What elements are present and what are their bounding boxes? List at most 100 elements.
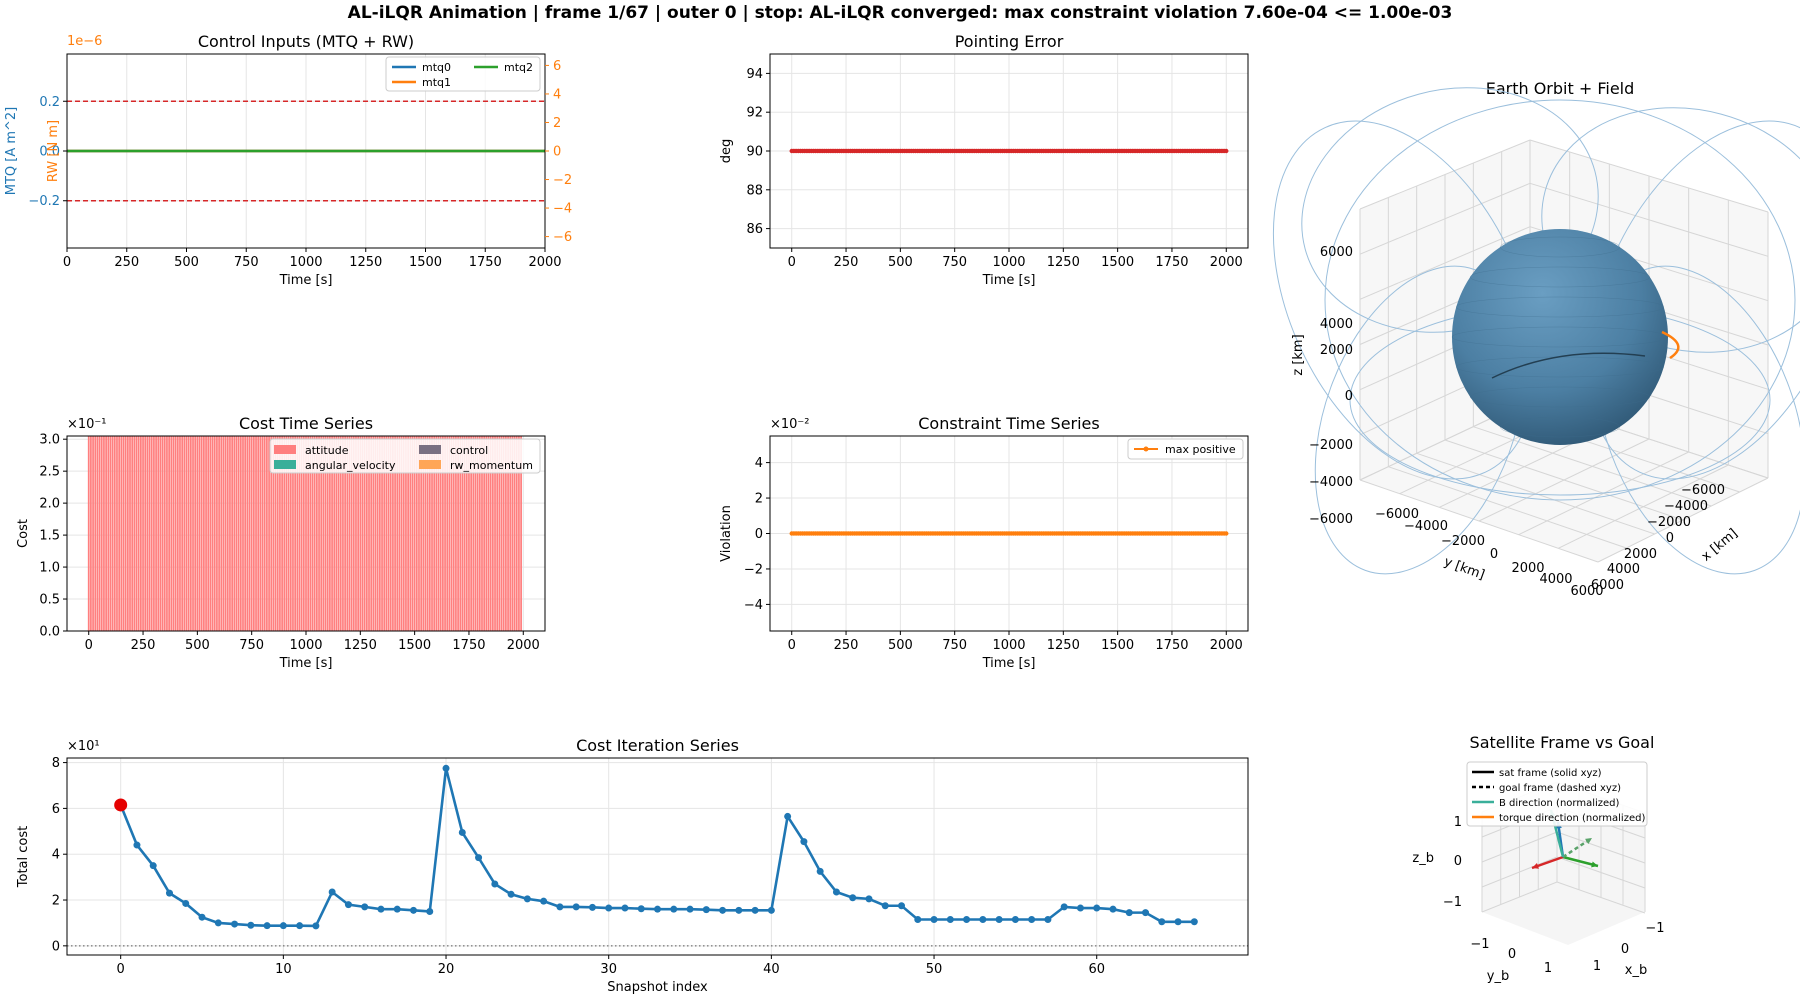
- constraint_ts-x-tick-label: 750: [942, 638, 967, 653]
- cost-bar-attitude: [203, 436, 205, 631]
- cost-bar-attitude: [124, 436, 127, 631]
- satframe-y-tick-label: 0: [1508, 947, 1516, 962]
- cost-iter-point: [279, 922, 287, 930]
- cost-bar-attitude: [515, 436, 518, 631]
- cost-bar-attitude: [192, 436, 194, 631]
- cost_iter-x-tick-label: 10: [275, 962, 292, 977]
- orbit-hidden-path: [1491, 352, 1646, 379]
- cost-bar-attitude: [368, 436, 370, 631]
- cost-bar-attitude: [146, 436, 149, 631]
- cost-iter-point: [361, 903, 369, 911]
- cost-bar-attitude: [420, 436, 423, 631]
- cost-bar-attitude: [463, 436, 466, 631]
- cost-bar-attitude: [376, 436, 379, 631]
- cost-bar-attitude: [481, 436, 483, 631]
- cost-bar-attitude: [389, 436, 392, 631]
- cost-legend-box: [269, 438, 541, 474]
- cost_iter-title: Cost Iteration Series: [576, 736, 739, 755]
- sat-y-axis-arrow-head: [1532, 863, 1539, 869]
- cost-legend-swatch-control: [419, 445, 441, 454]
- cost-iter-point: [914, 915, 922, 923]
- cost-iter-point: [1044, 915, 1052, 923]
- satframe-title: Satellite Frame vs Goal: [1470, 733, 1655, 752]
- cost-bar-attitude: [135, 436, 138, 631]
- orbit3d-x-tick-label: −2000: [1647, 515, 1691, 530]
- cost-bar-attitude: [183, 436, 186, 631]
- cost-bar-attitude: [133, 436, 136, 631]
- earth-latitude: [1451, 326, 1669, 348]
- cost-iter-point: [1109, 905, 1117, 913]
- cost-bar-attitude: [285, 436, 288, 631]
- cost-bar-attitude: [298, 436, 301, 631]
- constraint_ts-x-tick-label: 250: [834, 638, 859, 653]
- cost-bar-attitude: [270, 436, 273, 631]
- cost-iter-point: [491, 880, 499, 888]
- cost-bar-attitude: [342, 436, 344, 631]
- cost-bar-attitude: [315, 436, 318, 631]
- cost-bar-attitude: [224, 436, 227, 631]
- cost-iter-point: [621, 904, 629, 912]
- cost-iter-point: [1125, 909, 1133, 917]
- cost-iter-point: [865, 895, 873, 903]
- cost-legend-label-attitude: attitude: [305, 444, 349, 457]
- cost-iter-point: [1174, 918, 1182, 926]
- cost-bar-attitude: [511, 436, 514, 631]
- cost-iter-point: [165, 889, 173, 897]
- cost-legend-label-control: control: [450, 444, 488, 457]
- cost-bar-attitude: [387, 436, 390, 631]
- cost-bar-attitude: [153, 436, 155, 631]
- satframe-legend-label-3: torque direction (normalized): [1499, 813, 1645, 824]
- cost-bar-attitude: [272, 436, 275, 631]
- control-legend-label-mtq2: mtq2: [504, 61, 533, 74]
- orbit3d-y-tick-label: −4000: [1404, 519, 1448, 534]
- cost_ts-y-tick-label: 0.0: [39, 625, 60, 640]
- satframe-grid: [1556, 881, 1646, 914]
- pointing-x-tick-label: 750: [942, 255, 967, 270]
- satframe-z-tick-label: 0: [1454, 854, 1462, 869]
- cost_ts-x-tick-label: 1000: [289, 638, 322, 653]
- control-x-tick-label: 250: [114, 255, 139, 270]
- cost-bar-attitude: [398, 436, 401, 631]
- cost-bar-attitude: [483, 436, 486, 631]
- cost-bar-attitude: [233, 436, 236, 631]
- cost-bar-attitude: [216, 436, 218, 631]
- cost-bar-attitude: [374, 436, 377, 631]
- satframe-grid: [1481, 856, 1558, 888]
- cost-bar-attitude: [142, 436, 144, 631]
- cost-legend-swatch-attitude: [274, 445, 296, 454]
- cost-bar-attitude: [491, 436, 494, 631]
- cost-bar-attitude: [207, 436, 210, 631]
- cost-iter-point: [751, 906, 759, 914]
- cost-bar-attitude: [322, 436, 325, 631]
- cost-bar-attitude: [166, 436, 168, 631]
- cost-bar-attitude: [220, 436, 223, 631]
- cost-bar-attitude: [370, 436, 373, 631]
- cost-iter-point: [767, 906, 775, 914]
- cost-iter-point: [849, 894, 857, 902]
- cost-iter-point: [426, 907, 434, 915]
- orbit3d-y-tick-label: 4000: [1539, 572, 1572, 587]
- cost-bar-attitude: [87, 436, 90, 631]
- cost_ts-y-tick-label: 3.0: [39, 433, 60, 448]
- cost-bar-attitude: [365, 436, 368, 631]
- satframe-legend-label-0: sat frame (solid xyz): [1499, 768, 1602, 779]
- cost-bar-attitude: [485, 436, 488, 631]
- earth-latitude: [1500, 416, 1620, 438]
- cost-bar-attitude: [96, 436, 99, 631]
- cost_iter-x-tick-label: 20: [438, 962, 455, 977]
- cost_ts-frame: [66, 435, 546, 632]
- constraint_ts-x-tick-label: 1000: [992, 638, 1025, 653]
- constraint_ts-y-tick-label: −2: [744, 562, 763, 577]
- cost-iter-point: [540, 897, 548, 905]
- control-right-tick-label: 0: [553, 145, 561, 160]
- cost_ts-x-tick-label: 1500: [398, 638, 431, 653]
- cost-bar-attitude: [333, 436, 336, 631]
- satframe-legend-box: [1466, 761, 1648, 827]
- cost-bar-attitude: [478, 436, 481, 631]
- cost-iter-point: [198, 913, 206, 921]
- control-right-tick-label: 6: [553, 59, 561, 74]
- cost-bar-attitude: [235, 436, 238, 631]
- cost_ts-x-tick-label: 1750: [452, 638, 485, 653]
- control-right-axis-label: RW [N m]: [46, 120, 61, 182]
- cost-bar-attitude: [246, 436, 249, 631]
